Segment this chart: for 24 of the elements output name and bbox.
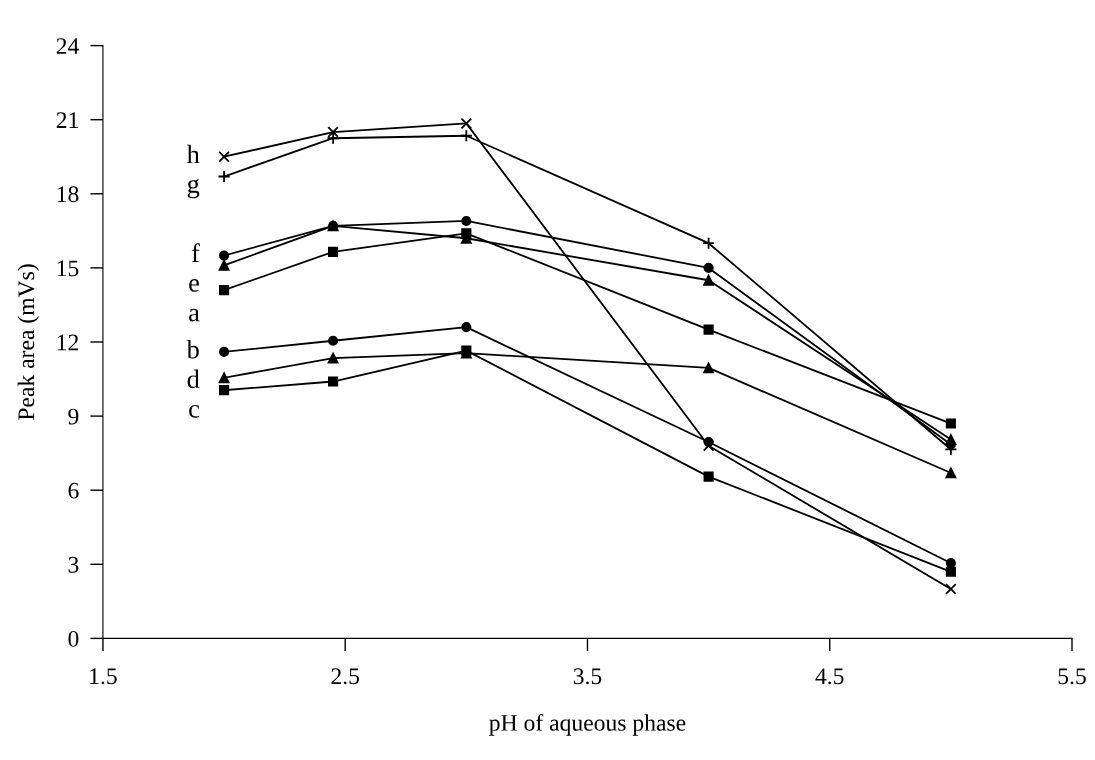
series-label: a	[189, 308, 200, 322]
series-label: b	[186, 339, 199, 359]
y-axis-title: Peak area (mVs)	[17, 264, 40, 420]
series-label: g	[187, 179, 200, 199]
y-tick-label: 9	[68, 408, 79, 425]
x-tick-label: 2.5	[331, 668, 360, 685]
y-tick-label: 12	[57, 334, 79, 351]
series-label: f	[191, 243, 200, 262]
y-tick-label: 0	[68, 630, 79, 647]
y-tick-label: 18	[57, 186, 79, 203]
x-tick-label: 5.5	[1058, 668, 1086, 685]
x-tick-label: 1.5	[90, 668, 117, 685]
x-axis-title: pH of aqueous phase	[489, 713, 686, 736]
series-label: h	[186, 144, 200, 164]
y-tick-label: 6	[68, 482, 79, 499]
x-tick-label: 3.5	[573, 668, 602, 685]
y-tick-label: 24	[56, 38, 79, 54]
series-label: e	[189, 279, 199, 292]
series-label: c	[189, 405, 200, 418]
y-tick-label: 15	[57, 260, 79, 277]
series-label: d	[187, 369, 200, 389]
x-tick-label: 4.5	[815, 668, 844, 685]
y-tick-label: 3	[68, 556, 79, 573]
y-tick-label: 21	[56, 112, 78, 128]
